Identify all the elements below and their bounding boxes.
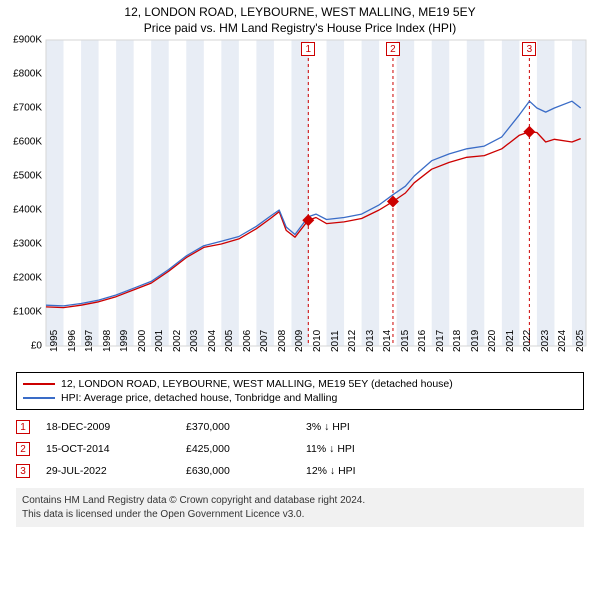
x-axis-tick-label: 2015: [400, 330, 411, 352]
marker-cell-date: 18-DEC-2009: [46, 421, 186, 433]
y-axis-tick-label: £200K: [13, 273, 42, 284]
y-axis-tick-label: £900K: [13, 35, 42, 46]
chart-area: £0£100K£200K£300K£400K£500K£600K£700K£80…: [46, 40, 586, 370]
marker-badge: 3: [16, 464, 30, 478]
markers-table: 1 18-DEC-2009 £370,000 3% ↓ HPI 2 15-OCT…: [16, 416, 584, 482]
x-axis-tick-label: 2008: [277, 330, 288, 352]
marker-row: 2 15-OCT-2014 £425,000 11% ↓ HPI: [16, 438, 584, 460]
x-axis-tick-label: 1996: [67, 330, 78, 352]
x-axis-tick-label: 2005: [224, 330, 235, 352]
title-line-2: Price paid vs. HM Land Registry's House …: [8, 20, 592, 36]
x-axis-tick-label: 2020: [487, 330, 498, 352]
marker-cell-date: 15-OCT-2014: [46, 443, 186, 455]
y-axis-tick-label: £300K: [13, 239, 42, 250]
x-axis-tick-label: 2004: [207, 330, 218, 352]
legend-label: 12, LONDON ROAD, LEYBOURNE, WEST MALLING…: [61, 378, 453, 390]
x-axis-tick-label: 2010: [312, 330, 323, 352]
x-axis-tick-label: 1998: [102, 330, 113, 352]
x-axis-tick-label: 2000: [137, 330, 148, 352]
legend-swatch: [23, 397, 55, 399]
x-axis-tick-label: 2022: [522, 330, 533, 352]
marker-row: 3 29-JUL-2022 £630,000 12% ↓ HPI: [16, 460, 584, 482]
x-axis-tick-label: 1995: [49, 330, 60, 352]
marker-cell-icon: 1: [16, 420, 46, 434]
x-axis-tick-label: 2006: [242, 330, 253, 352]
footer-attribution: Contains HM Land Registry data © Crown c…: [16, 488, 584, 527]
footer-line-2: This data is licensed under the Open Gov…: [22, 508, 578, 522]
x-axis-tick-label: 2012: [347, 330, 358, 352]
legend-item-hpi: HPI: Average price, detached house, Tonb…: [23, 391, 577, 405]
x-axis-tick-label: 2016: [417, 330, 428, 352]
y-axis-tick-label: £0: [31, 341, 42, 352]
x-axis-tick-label: 2001: [154, 330, 165, 352]
x-axis-tick-label: 2025: [575, 330, 586, 352]
x-axis-tick-label: 2003: [189, 330, 200, 352]
x-axis-tick-label: 2011: [330, 331, 341, 353]
marker-cell-price: £630,000: [186, 465, 306, 477]
x-axis-tick-label: 2002: [172, 330, 183, 352]
x-axis-tick-label: 2007: [259, 330, 270, 352]
marker-cell-price: £425,000: [186, 443, 306, 455]
legend-swatch: [23, 383, 55, 385]
y-axis-tick-label: £800K: [13, 69, 42, 80]
marker-cell-pct: 3% ↓ HPI: [306, 421, 406, 433]
marker-cell-pct: 12% ↓ HPI: [306, 465, 406, 477]
title-line-1: 12, LONDON ROAD, LEYBOURNE, WEST MALLING…: [8, 4, 592, 20]
marker-badge: 1: [16, 420, 30, 434]
legend-item-property: 12, LONDON ROAD, LEYBOURNE, WEST MALLING…: [23, 377, 577, 391]
chart-marker-badge: 3: [522, 42, 536, 56]
marker-badge: 2: [16, 442, 30, 456]
marker-cell-price: £370,000: [186, 421, 306, 433]
title-block: 12, LONDON ROAD, LEYBOURNE, WEST MALLING…: [8, 4, 592, 36]
marker-cell-icon: 3: [16, 464, 46, 478]
y-axis-tick-label: £400K: [13, 205, 42, 216]
y-axis-tick-label: £500K: [13, 171, 42, 182]
x-axis-tick-label: 2014: [382, 330, 393, 352]
marker-cell-date: 29-JUL-2022: [46, 465, 186, 477]
x-axis-tick-label: 2018: [452, 330, 463, 352]
x-axis-tick-label: 2009: [294, 330, 305, 352]
y-axis-tick-label: £100K: [13, 307, 42, 318]
legend-label: HPI: Average price, detached house, Tonb…: [61, 392, 337, 404]
x-axis-tick-label: 2023: [540, 330, 551, 352]
x-axis-tick-label: 1997: [84, 330, 95, 352]
footer-line-1: Contains HM Land Registry data © Crown c…: [22, 494, 578, 508]
x-axis-tick-label: 2017: [435, 330, 446, 352]
legend: 12, LONDON ROAD, LEYBOURNE, WEST MALLING…: [16, 372, 584, 410]
y-axis-tick-label: £600K: [13, 137, 42, 148]
chart-plot: £0£100K£200K£300K£400K£500K£600K£700K£80…: [46, 40, 586, 346]
x-axis-tick-label: 2021: [505, 330, 516, 352]
chart-marker-badge: 2: [386, 42, 400, 56]
marker-cell-icon: 2: [16, 442, 46, 456]
x-axis-tick-label: 2019: [470, 330, 481, 352]
x-axis-tick-label: 2024: [557, 330, 568, 352]
x-axis-tick-label: 1999: [119, 330, 130, 352]
marker-row: 1 18-DEC-2009 £370,000 3% ↓ HPI: [16, 416, 584, 438]
figure: 12, LONDON ROAD, LEYBOURNE, WEST MALLING…: [0, 0, 600, 590]
y-axis-tick-label: £700K: [13, 103, 42, 114]
chart-marker-badge: 1: [301, 42, 315, 56]
marker-cell-pct: 11% ↓ HPI: [306, 443, 406, 455]
x-axis-tick-label: 2013: [365, 330, 376, 352]
